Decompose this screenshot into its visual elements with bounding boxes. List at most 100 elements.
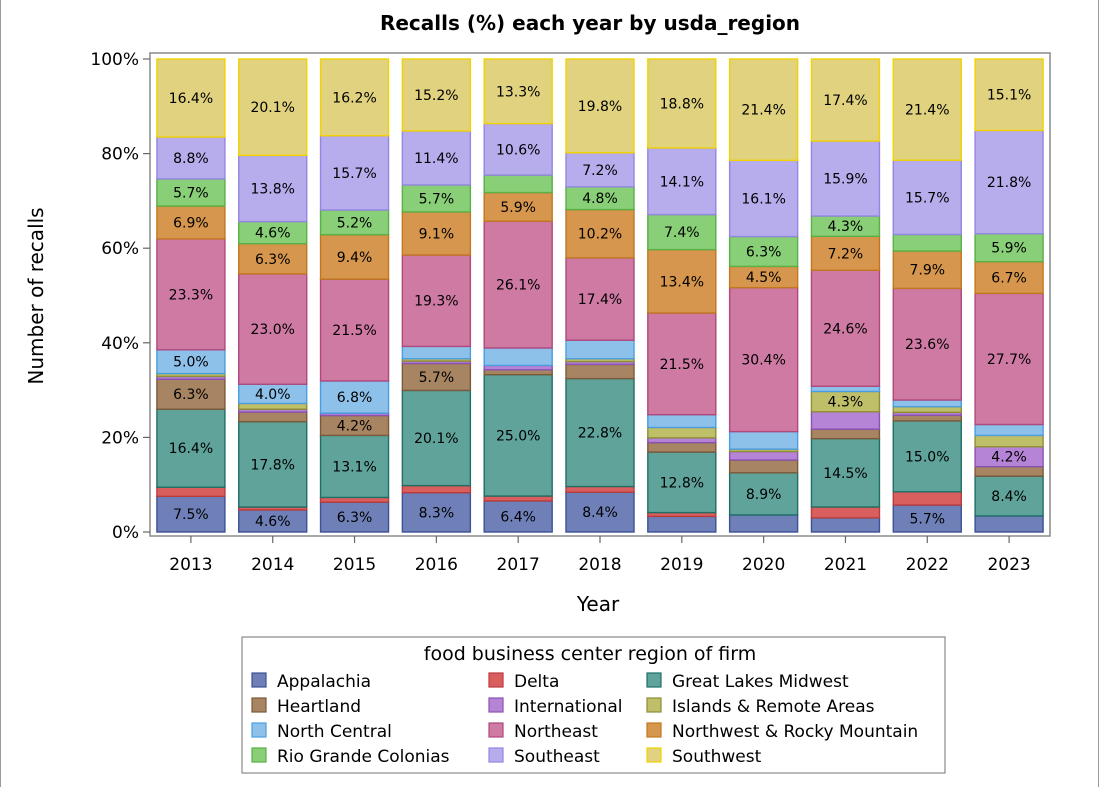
bar-segment-2023-great-lakes-midwest (974, 475, 1044, 517)
data-label: 6.9% (173, 215, 209, 231)
bar-segment-2014-southeast (238, 154, 308, 223)
data-label: 6.3% (337, 510, 373, 526)
legend-label: Southeast (514, 747, 600, 767)
y-tick-label: 40% (101, 334, 139, 354)
bar-segment-2019-north-central (647, 413, 717, 429)
bar-segment-2015-northeast (319, 278, 390, 382)
data-label: 5.9% (991, 241, 1027, 257)
bar-segment-2017-northeast (483, 220, 553, 349)
data-label: 5.7% (419, 370, 455, 386)
bar-segment-2022-northwest-and-rocky-mountain (892, 250, 962, 290)
legend-label: North Central (277, 722, 392, 742)
data-label: 21.5% (660, 357, 704, 373)
bar-segment-2015-delta (319, 496, 390, 503)
bar-segment-2014-islands-and-remote-areas (238, 402, 308, 410)
legend-label: Islands & Remote Areas (672, 697, 875, 717)
data-label: 15.2% (414, 88, 458, 104)
data-label: 16.1% (741, 191, 785, 207)
bar-segment-2015-southeast (319, 135, 390, 211)
legend-item-southeast: Southeast (488, 747, 600, 767)
legend-label: Southwest (672, 747, 762, 767)
data-label: 4.0% (255, 387, 291, 403)
data-label: 11.4% (414, 151, 458, 167)
data-label: 15.7% (905, 190, 949, 206)
legend-item-southwest: Southwest (646, 747, 762, 767)
bar-segment-2016-great-lakes-midwest (401, 389, 472, 487)
data-label: 9.1% (419, 226, 455, 242)
plot-area: 7.5% 16.4% 6.3% 5.0% 23.3% 6.9% 5.7% 8.8% 16.4% 4… (149, 52, 1051, 537)
legend-swatch (646, 697, 662, 713)
bar-segment-2020-great-lakes-midwest (728, 472, 799, 516)
legend-item-great-lakes-midwest: Great Lakes Midwest (646, 672, 849, 692)
bar-segment-2021-heartland (810, 428, 881, 440)
bar-segment-2013-great-lakes-midwest (156, 408, 226, 488)
bar-segment-2022-great-lakes-midwest (892, 420, 962, 493)
x-axis-label: Year (576, 592, 620, 616)
data-label: 5.7% (173, 185, 209, 201)
data-label: 8.8% (173, 151, 209, 167)
bar-segment-2019-southwest (647, 58, 717, 149)
bar-segment-2017-delta (483, 495, 553, 502)
bar-segment-2016-rio-grande-colonias (401, 184, 472, 213)
x-tick-label: 2019 (660, 555, 703, 575)
bar-segment-2019-northeast (647, 312, 717, 416)
data-label: 19.3% (414, 294, 458, 310)
data-label: 4.6% (255, 226, 291, 242)
bar-segment-2019-international (647, 437, 717, 444)
data-label: 17.4% (578, 292, 622, 308)
bar-segment-2015-rio-grande-colonias (319, 209, 390, 236)
legend-item-northwest-and-rocky-mountain: Northwest & Rocky Mountain (646, 722, 918, 742)
bar-segment-2017-great-lakes-midwest (483, 373, 553, 497)
data-label: 5.2% (337, 215, 373, 231)
legend-item-international: International (488, 697, 623, 717)
x-tick-label: 2013 (169, 555, 212, 575)
data-label: 21.8% (987, 175, 1031, 191)
bar-segment-2014-northeast (238, 273, 308, 385)
legend-item-appalachia: Appalachia (251, 672, 371, 692)
legend-item-delta: Delta (488, 672, 559, 692)
legend-label: Appalachia (277, 672, 371, 692)
data-label: 15.7% (332, 166, 376, 182)
bar-segment-2023-north-central (974, 423, 1044, 437)
data-label: 19.8% (578, 99, 622, 115)
data-label: 14.5% (823, 466, 867, 482)
x-axis: 2013 2014 2015 2016 2017 2018 2019 2020 2021 2022… (169, 536, 1031, 575)
bar-segment-2018-north-central (565, 339, 635, 360)
data-label: 8.4% (582, 505, 618, 521)
bar-segment-2016-appalachia (401, 492, 472, 533)
data-label: 13.1% (332, 459, 376, 475)
data-label: 12.8% (660, 475, 704, 491)
data-label: 13.4% (660, 274, 704, 290)
y-tick-label: 0% (112, 523, 139, 543)
bar-segment-2018-northeast (565, 257, 635, 341)
bar-segment-2022-islands-and-remote-areas (892, 405, 962, 414)
data-label: 22.8% (578, 426, 622, 442)
bar-segment-2019-islands-and-remote-areas (647, 426, 717, 439)
data-label: 4.2% (991, 450, 1027, 466)
y-axis: 0% 20% 40% 60% 80% 100% (90, 50, 150, 543)
legend-label: Delta (514, 672, 559, 692)
bar-segment-2023-appalachia (974, 515, 1044, 533)
x-tick-label: 2014 (251, 555, 294, 575)
bar-segment-2021-northwest-and-rocky-mountain (810, 235, 881, 271)
bar-segment-2022-southwest (892, 58, 962, 161)
bar-segment-2016-north-central (401, 345, 472, 360)
bar-segment-2014-heartland (238, 411, 308, 423)
bar-segment-2020-north-central (728, 430, 799, 450)
data-label: 4.2% (337, 418, 373, 434)
data-label: 30.4% (741, 353, 785, 369)
data-label: 7.5% (173, 507, 209, 523)
legend-title: food business center region of firm (424, 643, 757, 665)
bar-segment-2022-southeast (892, 159, 962, 236)
bar-segment-2021-appalachia (810, 517, 881, 533)
data-label: 6.3% (746, 244, 782, 260)
data-label: 6.4% (500, 509, 536, 525)
bar-segment-2015-northwest-and-rocky-mountain (319, 233, 390, 280)
data-label: 17.4% (823, 93, 867, 109)
chart-title: Recalls (%) each year by usda_region (380, 11, 800, 35)
data-label: 4.8% (582, 191, 618, 207)
legend-label: Great Lakes Midwest (672, 672, 849, 692)
bar-segment-2022-heartland (892, 414, 962, 422)
bar-segment-2017-north-central (483, 347, 553, 367)
bar-segment-2018-southwest (565, 58, 635, 154)
